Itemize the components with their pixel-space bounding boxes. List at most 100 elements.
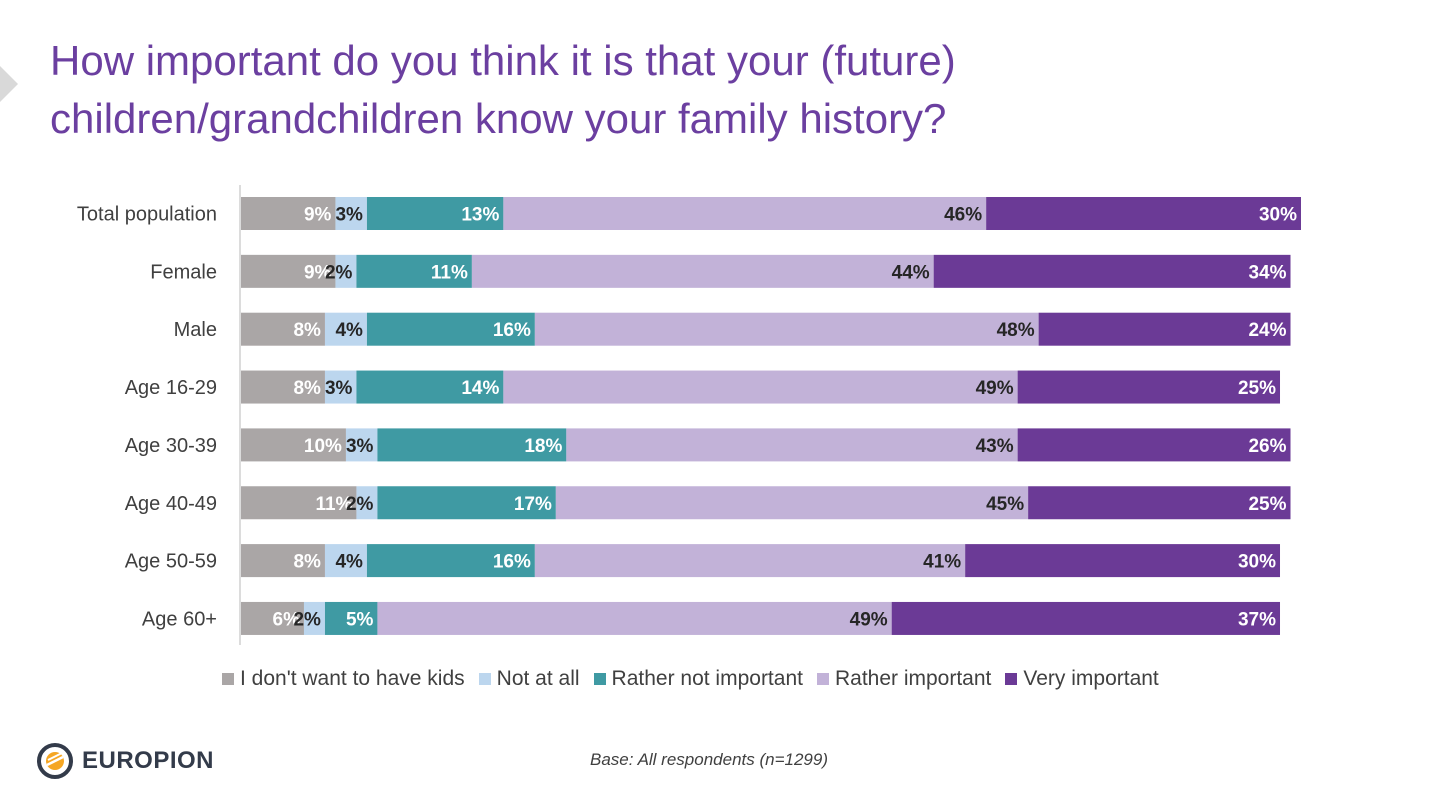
bar-segment — [1038, 312, 1291, 346]
bar-segment — [986, 197, 1301, 230]
data-label: 17% — [514, 494, 552, 515]
data-label: 3% — [346, 436, 374, 457]
bar-segment — [933, 254, 1291, 288]
slide-marker-arrow — [0, 66, 18, 102]
bar-segment — [241, 486, 357, 520]
bar-segment — [377, 428, 567, 462]
bar-segment — [324, 544, 367, 578]
legend-swatch — [816, 673, 829, 685]
bar-segment — [1028, 486, 1291, 520]
bar-segment — [335, 254, 357, 288]
data-label: 2% — [325, 262, 353, 283]
bar-segment — [366, 544, 535, 578]
category-label: Age 30-39 — [125, 435, 217, 457]
category-label: Total population — [77, 204, 217, 226]
data-label: 30% — [1238, 552, 1276, 573]
data-label: 46% — [944, 205, 982, 226]
data-label: 16% — [493, 320, 531, 341]
bar-segment — [1017, 428, 1291, 462]
data-label: 49% — [850, 609, 888, 630]
data-label: 13% — [461, 205, 499, 226]
bar-segment — [566, 428, 1018, 462]
legend-item: Rather not important — [593, 667, 803, 691]
legend-swatch — [593, 673, 606, 685]
data-label: 11% — [315, 494, 352, 515]
page-title: How important do you think it is that yo… — [50, 32, 1250, 148]
bar-segment — [241, 544, 325, 578]
bar-segment — [377, 601, 892, 635]
data-label: 16% — [493, 552, 531, 573]
category-label: Age 40-49 — [125, 493, 217, 515]
data-label: 25% — [1238, 378, 1276, 399]
data-label: 3% — [335, 205, 363, 226]
data-label: 8% — [293, 378, 321, 399]
data-label: 26% — [1248, 436, 1286, 457]
bar-segment — [356, 254, 472, 288]
data-label: 6% — [273, 609, 301, 630]
data-label: 34% — [1248, 262, 1286, 283]
bar-segment — [471, 254, 934, 288]
legend-swatch — [222, 673, 234, 685]
bar-segment — [241, 428, 346, 462]
bar-segment — [366, 197, 504, 230]
bar-segment — [324, 312, 367, 346]
title-line-2: children/grandchildren know your family … — [50, 95, 947, 142]
legend-label: Very important — [1023, 667, 1159, 690]
bar-segment — [356, 370, 504, 404]
bar-segment — [345, 428, 378, 462]
data-label: 14% — [461, 378, 499, 399]
data-label: 8% — [293, 320, 321, 341]
legend-item: Very important — [1005, 667, 1159, 691]
bar-segment — [503, 197, 987, 230]
bar-segment — [1017, 370, 1281, 404]
chart-legend: I don't want to have kids Not at all Rathe… — [222, 664, 1159, 694]
data-label: 10% — [304, 436, 342, 457]
bar-segment — [366, 312, 535, 346]
category-label: Female — [150, 261, 217, 283]
legend-item: Not at all — [478, 667, 580, 691]
legend-swatch — [1005, 673, 1018, 685]
legend-swatch — [478, 673, 491, 685]
data-label: 49% — [976, 378, 1014, 399]
legend-label: I don't want to have kids — [240, 667, 465, 690]
bar-segment — [356, 486, 378, 520]
data-label: 4% — [335, 552, 363, 573]
bar-segment — [534, 544, 966, 578]
legend-item: Rather important — [816, 667, 992, 691]
data-label: 2% — [346, 494, 374, 515]
data-label: 9% — [304, 262, 332, 283]
data-label: 30% — [1259, 205, 1297, 226]
bar-segment — [324, 370, 357, 404]
category-label: Male — [174, 319, 217, 341]
bar-segment — [241, 254, 336, 288]
bar-segment — [241, 197, 336, 230]
title-line-1: How important do you think it is that yo… — [50, 37, 956, 84]
bar-segment — [241, 312, 325, 346]
footnote: Base: All respondents (n=1299) — [590, 750, 828, 769]
bar-segment — [241, 370, 325, 404]
bar-segment — [965, 544, 1281, 578]
data-label: 2% — [293, 609, 321, 630]
data-label: 44% — [892, 262, 930, 283]
category-label: Age 50-59 — [125, 551, 217, 573]
data-label: 18% — [524, 436, 562, 457]
legend-label: Not at all — [496, 667, 580, 690]
legend-label: Rather important — [834, 667, 992, 690]
bar-segment — [335, 197, 367, 230]
data-label: 41% — [923, 552, 961, 573]
logo: EUROPION — [36, 742, 214, 780]
data-label: 9% — [304, 205, 332, 226]
category-label: Age 16-29 — [125, 377, 217, 399]
bar-segment — [241, 601, 304, 635]
data-label: 24% — [1248, 320, 1286, 341]
data-label: 48% — [997, 320, 1035, 341]
data-label: 8% — [293, 552, 321, 573]
category-label: Age 60+ — [142, 608, 217, 630]
logo-text: EUROPION — [82, 747, 215, 774]
data-label: 3% — [325, 378, 353, 399]
legend-label: Rather not important — [611, 667, 803, 690]
bar-segment — [555, 486, 1029, 520]
bar-segment — [324, 601, 378, 635]
bar-segment — [377, 486, 556, 520]
